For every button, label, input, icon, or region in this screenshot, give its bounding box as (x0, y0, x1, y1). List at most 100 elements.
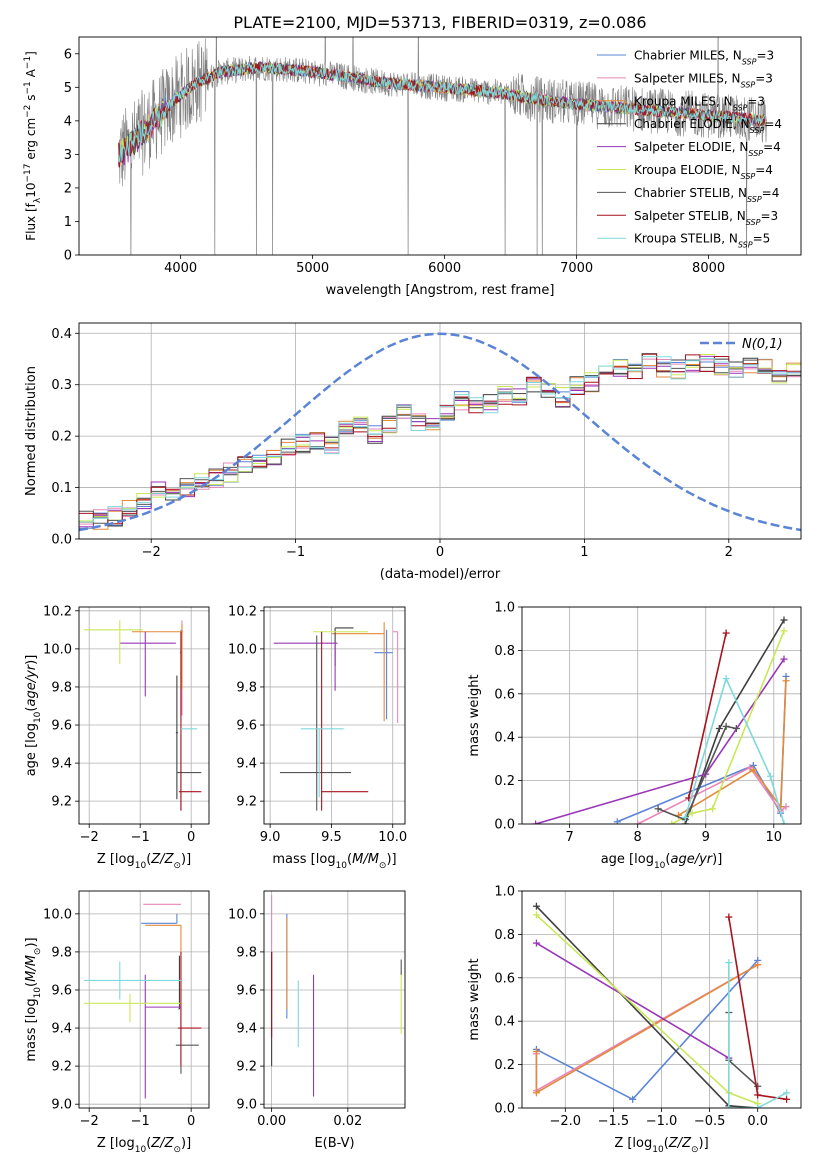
label-part: Z/Z (668, 1136, 692, 1151)
weight-line-0 (616, 676, 787, 823)
label-part: =3 (760, 209, 778, 223)
y-tick-label: 10.0 (228, 642, 257, 657)
weight-marker (532, 902, 540, 910)
label-part: Chabrier ELODIE, N (634, 117, 750, 131)
x-tick-label: 8 (634, 830, 642, 845)
label-part: −17 (23, 164, 33, 183)
label-part: 10 (654, 861, 666, 871)
mass_vs_Z-axes: −2 −1 0 9.0 9.2 9.4 9.6 9.8 10.0 (43, 891, 209, 1129)
weight-marker (754, 1104, 762, 1108)
y-tick-label: 10.0 (43, 907, 72, 922)
label-part: ⊙ (691, 1145, 699, 1155)
weight-marker (780, 820, 788, 824)
weight-marker (722, 722, 730, 730)
y-tick-label: 0.8 (494, 928, 515, 943)
y-tick-label: 9.2 (51, 1060, 72, 1075)
legend-label-8: Kroupa STELIB, NSSP=5 (634, 232, 770, 250)
weight-marker (532, 1089, 540, 1097)
weight-marker (629, 1095, 637, 1103)
legend-label-5: Kroupa ELODIE, NSSP=4 (634, 163, 773, 181)
label-part: SSP (741, 80, 756, 89)
label-part: ⊙ (173, 861, 181, 871)
y-tick-label: 10.2 (43, 604, 72, 619)
weight-marker (722, 675, 730, 683)
label-part: ( (664, 1136, 669, 1151)
label-part: SSP (741, 172, 756, 181)
weight_vs_Z-axes: −2.0 −1.5 −1.0 −0.5 0.0 0.0 0.2 0.4 0.6 0.8 1.0 (494, 885, 801, 1129)
label-part: =3 (755, 71, 773, 85)
label-part: 10 (652, 1145, 664, 1155)
label-part: Chabrier MILES, N (634, 49, 742, 63)
undefined-xlabel: (data-model)/error (380, 567, 501, 582)
weight-marker (634, 820, 642, 824)
label-part: 10 (135, 861, 147, 871)
label-part: ( (24, 707, 39, 712)
y-tick-label: 10.0 (228, 907, 257, 922)
y-tick-label: 0.2 (51, 430, 72, 445)
label-part: Flux [f (24, 202, 38, 240)
weight-line-3 (535, 905, 758, 1108)
y-tick-label: 9.4 (236, 1022, 257, 1037)
label-part: 10 (33, 987, 43, 999)
legend-label-1: Salpeter MILES, NSSP=3 (634, 71, 773, 89)
legend-label-6: Chabrier STELIB, NSSP=4 (634, 186, 779, 204)
x-tick-label: 8000 (692, 261, 725, 276)
label-part: SSP (733, 103, 748, 112)
label-part: Salpeter ELODIE, N (634, 140, 748, 154)
x-tick-label: −2.0 (550, 1114, 582, 1129)
x-tick-label: 7 (565, 830, 573, 845)
label-part: SSP (738, 240, 753, 249)
label-part: )] (181, 1136, 191, 1151)
weight-marker (780, 627, 788, 635)
x-tick-label: −1.5 (598, 1114, 630, 1129)
residual-hist-3 (79, 353, 801, 527)
label-part: )] (712, 852, 722, 867)
label-part: Salpeter STELIB, N (634, 209, 746, 223)
weight-marker (654, 805, 662, 813)
weight-line-1 (637, 766, 787, 824)
y-tick-label: 1 (64, 215, 72, 230)
label-part: 10 (33, 711, 43, 723)
residual-hist-5 (79, 353, 801, 522)
x-tick-label: 1 (580, 545, 588, 560)
x-tick-label: 9 (702, 830, 710, 845)
weight-line-8 (728, 962, 787, 1108)
residuals-frame (78, 322, 802, 540)
label-part: mass [log (272, 852, 335, 867)
x-tick-label: −1.0 (646, 1114, 678, 1129)
weight-marker (783, 1089, 791, 1097)
y-tick-label: 0.4 (51, 327, 72, 342)
y-tick-label: 9.6 (236, 719, 257, 734)
label-part: −2 (23, 105, 33, 118)
x-tick-label: 2 (725, 545, 733, 560)
label-part: =4 (762, 186, 780, 200)
x-tick-label: −1 (286, 545, 305, 560)
undefined-xlabel: E(B-V) (314, 1136, 354, 1151)
weight-marker (783, 1095, 791, 1103)
label-part: ( (146, 1136, 151, 1151)
y-tick-label: 9.6 (51, 983, 72, 998)
age_vs_Z-axes: −2 −1 0 9.2 9.4 9.6 9.8 10.0 10.2 (43, 604, 209, 845)
gaussian-curve (79, 332, 801, 532)
weight-marker (681, 813, 689, 821)
label-part: )] (181, 852, 191, 867)
label-part: age [log (601, 852, 654, 867)
x-tick-label: −1 (131, 830, 150, 845)
weight-marker (780, 616, 788, 624)
x-tick-label: 6000 (428, 261, 461, 276)
weight_vs_Z-frame (521, 890, 802, 1109)
weight-marker (532, 820, 540, 824)
x-tick-label: 0 (187, 830, 195, 845)
undefined-xlabel: age [log10(age/yr)] (601, 852, 723, 871)
label-part: mass [log (24, 998, 39, 1061)
y-tick-label: 9.4 (51, 1022, 72, 1037)
weight-marker (722, 629, 730, 637)
y-tick-label: 6 (64, 47, 72, 62)
label-part: 10 (24, 183, 38, 198)
x-tick-label: −1 (131, 1114, 150, 1129)
x-tick-label: −2 (80, 830, 99, 845)
y-tick-label: 9.4 (236, 757, 257, 772)
label-part: )] (386, 852, 396, 867)
label-part: ( (665, 852, 670, 867)
label-part: ⊙ (173, 1145, 181, 1155)
